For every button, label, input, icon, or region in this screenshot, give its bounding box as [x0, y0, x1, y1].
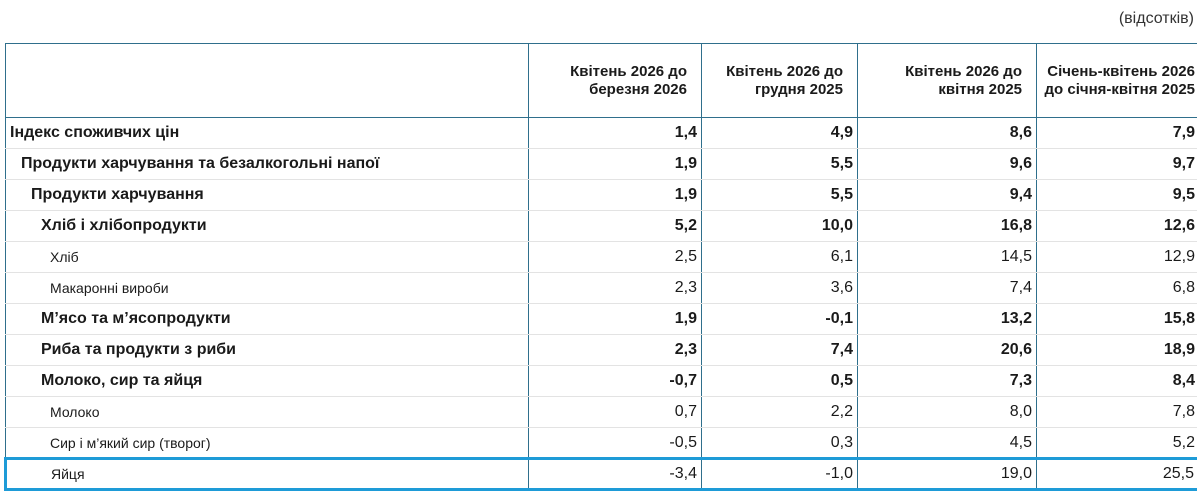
table-row: Риба та продукти з риби 2,3 7,4 20,6 18,9: [5, 334, 1197, 366]
value-cell-col3: 8,0: [857, 396, 1037, 428]
table-row: Продукти харчування 1,9 5,5 9,4 9,5: [5, 179, 1197, 211]
value-cell-col3: 13,2: [857, 303, 1037, 335]
value-cell-col1: 0,7: [528, 396, 702, 428]
value-cell-col2: 6,1: [701, 241, 858, 273]
column-header-2-line2: грудня 2025: [754, 80, 843, 98]
value-cell-col4: 9,5: [1036, 179, 1197, 211]
row-label: Хліб і хлібопродукти: [5, 210, 529, 242]
value-cell-col2: 3,6: [701, 272, 858, 304]
value-cell-col4: 25,5: [1036, 457, 1197, 491]
value-cell-col3: 16,8: [857, 210, 1037, 242]
value-cell-col1: 5,2: [528, 210, 702, 242]
table-row: Індекс споживчих цін 1,4 4,9 8,6 7,9: [5, 117, 1197, 149]
value-cell-col2: 2,2: [701, 396, 858, 428]
column-header-4-line1: Січень-квітень 2026: [1047, 62, 1195, 80]
column-header-1-line2: березня 2026: [589, 80, 687, 98]
value-cell-col1: 1,9: [528, 179, 702, 211]
value-cell-col4: 7,8: [1036, 396, 1197, 428]
column-header-3-line2: квітня 2025: [938, 80, 1022, 98]
value-cell-col1: -3,4: [528, 457, 702, 491]
row-label: Макаронні вироби: [5, 272, 529, 304]
row-label: Продукти харчування та безалкогольні нап…: [5, 148, 529, 180]
row-label: Молоко, сир та яйця: [5, 365, 529, 397]
value-cell-col1: 2,5: [528, 241, 702, 273]
value-cell-col2: 4,9: [701, 117, 858, 149]
column-header-2-line1: Квітень 2026 до: [726, 62, 843, 80]
value-cell-col2: 0,5: [701, 365, 858, 397]
value-cell-col4: 7,9: [1036, 117, 1197, 149]
table-header: Квітень 2026 до березня 2026 Квітень 202…: [5, 43, 1197, 118]
header-label-cell: [5, 43, 529, 118]
value-cell-col1: -0,7: [528, 365, 702, 397]
value-cell-col3: 8,6: [857, 117, 1037, 149]
table-row: Молоко, сир та яйця -0,7 0,5 7,3 8,4: [5, 365, 1197, 397]
row-label: М’ясо та м’ясопродукти: [5, 303, 529, 335]
column-header-1: Квітень 2026 до березня 2026: [528, 43, 702, 118]
value-cell-col3: 7,4: [857, 272, 1037, 304]
table-row-highlighted: Яйця -3,4 -1,0 19,0 25,5: [4, 457, 1197, 491]
value-cell-col2: -1,0: [701, 457, 858, 491]
row-label: Індекс споживчих цін: [5, 117, 529, 149]
value-cell-col4: 15,8: [1036, 303, 1197, 335]
column-header-3-line1: Квітень 2026 до: [905, 62, 1022, 80]
header-row: Квітень 2026 до березня 2026 Квітень 202…: [5, 43, 1197, 118]
value-cell-col1: -0,5: [528, 427, 702, 459]
table-row: Хліб 2,5 6,1 14,5 12,9: [5, 241, 1197, 273]
value-cell-col1: 2,3: [528, 334, 702, 366]
value-cell-col4: 12,9: [1036, 241, 1197, 273]
value-cell-col3: 9,6: [857, 148, 1037, 180]
row-label: Яйця: [4, 457, 529, 491]
row-label: Молоко: [5, 396, 529, 428]
value-cell-col3: 7,3: [857, 365, 1037, 397]
value-cell-col2: 7,4: [701, 334, 858, 366]
unit-note: (відсотків): [1118, 10, 1194, 27]
value-cell-col4: 8,4: [1036, 365, 1197, 397]
value-cell-col2: 5,5: [701, 148, 858, 180]
value-cell-col4: 6,8: [1036, 272, 1197, 304]
value-cell-col2: 5,5: [701, 179, 858, 211]
row-label: Риба та продукти з риби: [5, 334, 529, 366]
value-cell-col2: -0,1: [701, 303, 858, 335]
value-cell-col4: 18,9: [1036, 334, 1197, 366]
table-row: Макаронні вироби 2,3 3,6 7,4 6,8: [5, 272, 1197, 304]
column-header-4: Січень-квітень 2026 до січня-квітня 2025: [1036, 43, 1197, 118]
row-label: Продукти харчування: [5, 179, 529, 211]
column-header-1-line1: Квітень 2026 до: [570, 62, 687, 80]
value-cell-col2: 10,0: [701, 210, 858, 242]
row-label: Сир і м’який сир (творог): [5, 427, 529, 459]
table-row: Хліб і хлібопродукти 5,2 10,0 16,8 12,6: [5, 210, 1197, 242]
value-cell-col3: 14,5: [857, 241, 1037, 273]
value-cell-col3: 19,0: [857, 457, 1037, 491]
value-cell-col3: 9,4: [857, 179, 1037, 211]
value-cell-col1: 1,9: [528, 303, 702, 335]
table-row: Сир і м’який сир (творог) -0,5 0,3 4,5 5,2: [5, 427, 1197, 459]
column-header-4-line2: до січня-квітня 2025: [1044, 80, 1195, 98]
value-cell-col1: 2,3: [528, 272, 702, 304]
value-cell-col1: 1,9: [528, 148, 702, 180]
column-header-2: Квітень 2026 до грудня 2025: [701, 43, 858, 118]
value-cell-col4: 5,2: [1036, 427, 1197, 459]
value-cell-col3: 20,6: [857, 334, 1037, 366]
table-body: Індекс споживчих цін 1,4 4,9 8,6 7,9 Продукти…: [4, 117, 1197, 491]
table-row: Молоко 0,7 2,2 8,0 7,8: [5, 396, 1197, 428]
value-cell-col1: 1,4: [528, 117, 702, 149]
cpi-table: Квітень 2026 до березня 2026 Квітень 202…: [4, 43, 1197, 491]
value-cell-col2: 0,3: [701, 427, 858, 459]
column-header-3: Квітень 2026 до квітня 2025: [857, 43, 1037, 118]
value-cell-col3: 4,5: [857, 427, 1037, 459]
value-cell-col4: 12,6: [1036, 210, 1197, 242]
table-row: М’ясо та м’ясопродукти 1,9 -0,1 13,2 15,8: [5, 303, 1197, 335]
value-cell-col4: 9,7: [1036, 148, 1197, 180]
table-row: Продукти харчування та безалкогольні нап…: [5, 148, 1197, 180]
row-label: Хліб: [5, 241, 529, 273]
